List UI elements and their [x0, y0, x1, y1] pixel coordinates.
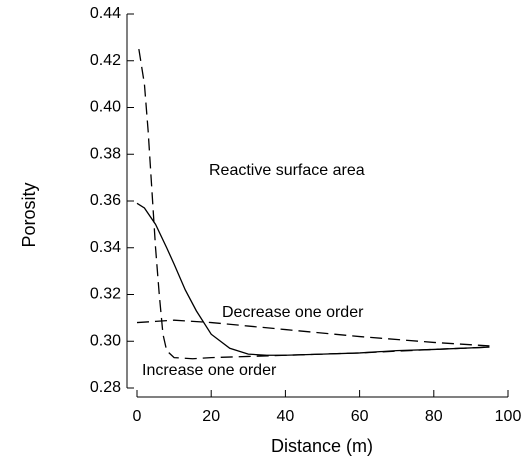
y-tick-label: 0.40	[90, 99, 121, 116]
y-tick-label: 0.30	[90, 332, 121, 349]
x-tick-label: 60	[351, 408, 369, 425]
y-tick-label: 0.36	[90, 192, 121, 209]
line-series	[136, 202, 490, 356]
y-tick-label: 0.42	[90, 52, 121, 69]
y-tick-label: 0.32	[90, 286, 121, 303]
line-series	[136, 319, 490, 347]
x-tick-label: 40	[277, 408, 295, 425]
y-tick-label: 0.34	[90, 239, 121, 256]
x-tick-label: 0	[133, 408, 142, 425]
x-axis-label: Distance (m)	[271, 436, 373, 456]
y-tick-label: 0.38	[90, 145, 121, 162]
line-series	[138, 48, 490, 360]
y-tick-label: 0.28	[90, 379, 121, 396]
y-tick-label: 0.44	[90, 5, 121, 22]
annotation: Decrease one order	[222, 304, 364, 321]
annotation: Reactive surface area	[209, 162, 365, 179]
y-axis-label: Porosity	[19, 182, 39, 247]
x-tick-label: 80	[425, 408, 443, 425]
annotation: Increase one order	[142, 362, 277, 379]
x-tick-label: 100	[495, 408, 522, 425]
x-tick-label: 20	[202, 408, 220, 425]
